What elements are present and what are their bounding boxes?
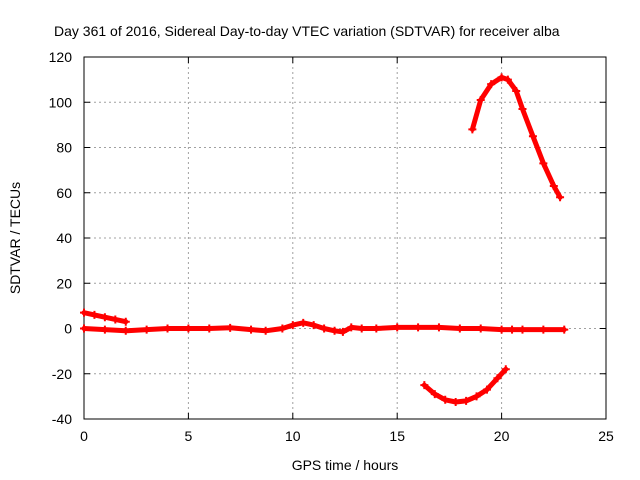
data-point [414, 323, 423, 332]
data-point [560, 325, 569, 334]
data-point [556, 193, 565, 202]
x-tick-label: 15 [389, 428, 405, 444]
data-point [121, 317, 130, 326]
y-tick-label: 20 [56, 275, 72, 291]
data-point [111, 315, 120, 324]
data-point [330, 326, 339, 335]
grid [84, 57, 606, 419]
data-point [503, 75, 512, 84]
data-point [472, 392, 481, 401]
data-point [393, 323, 402, 332]
y-tick-label: 120 [49, 49, 73, 65]
data-point [80, 308, 88, 317]
chart-title: Day 361 of 2016, Sidereal Day-to-day VTE… [54, 23, 560, 39]
data-point [462, 396, 471, 405]
y-tick-label: 40 [56, 230, 72, 246]
data-point [497, 325, 506, 334]
data-point [455, 324, 464, 333]
data-point [320, 324, 329, 333]
x-tick-label: 5 [185, 428, 193, 444]
data-point [476, 95, 485, 104]
data-point [508, 325, 517, 334]
data-point [497, 73, 506, 82]
y-axis-label: SDTVAR / TECUs [7, 182, 23, 294]
data-point [357, 324, 366, 333]
y-tick-label: 0 [64, 321, 72, 337]
data-point [512, 86, 521, 95]
y-tick-label: -40 [52, 411, 72, 427]
y-tick-label: 80 [56, 140, 72, 156]
data-point [476, 324, 485, 333]
data-point [205, 324, 214, 333]
data-point [226, 323, 235, 332]
data-point [80, 324, 88, 333]
data-point [299, 318, 308, 327]
data-point [451, 398, 460, 407]
x-tick-label: 10 [285, 428, 301, 444]
data-point [184, 324, 193, 333]
x-tick-label: 25 [598, 428, 614, 444]
tick-labels: 0 5 10 15 20 25 -40 -20 0 20 40 60 80 100 120 [49, 49, 614, 444]
data-point [163, 324, 172, 333]
series-late-arc [469, 74, 563, 200]
x-tick-label: 0 [80, 428, 88, 444]
plot-area [80, 73, 569, 407]
y-tick-label: 100 [49, 94, 73, 110]
data-point [372, 324, 381, 333]
data-point [487, 80, 496, 89]
data-point [90, 310, 99, 319]
data-point [441, 395, 450, 404]
x-tick-label: 20 [494, 428, 510, 444]
data-point [528, 132, 537, 141]
data-point [518, 105, 527, 114]
data-point [539, 159, 548, 168]
data-point [338, 327, 347, 336]
data-point [420, 381, 429, 390]
data-point [430, 390, 439, 399]
data-point [288, 321, 297, 330]
data-point [501, 365, 510, 374]
data-point [247, 325, 256, 334]
data-point [309, 321, 318, 330]
data-point [100, 325, 109, 334]
data-point [278, 324, 287, 333]
data-point [518, 325, 527, 334]
y-tick-label: -20 [52, 366, 72, 382]
data-point [347, 323, 356, 332]
data-point [493, 374, 502, 383]
data-point [434, 323, 443, 332]
data-point [549, 181, 558, 190]
data-point [482, 385, 491, 394]
data-point [261, 326, 270, 335]
data-point [100, 313, 109, 322]
data-point [142, 325, 151, 334]
data-point [539, 325, 548, 334]
data-point [468, 125, 477, 134]
y-tick-label: 60 [56, 185, 72, 201]
x-axis-label: GPS time / hours [292, 457, 399, 473]
data-point [121, 326, 130, 335]
